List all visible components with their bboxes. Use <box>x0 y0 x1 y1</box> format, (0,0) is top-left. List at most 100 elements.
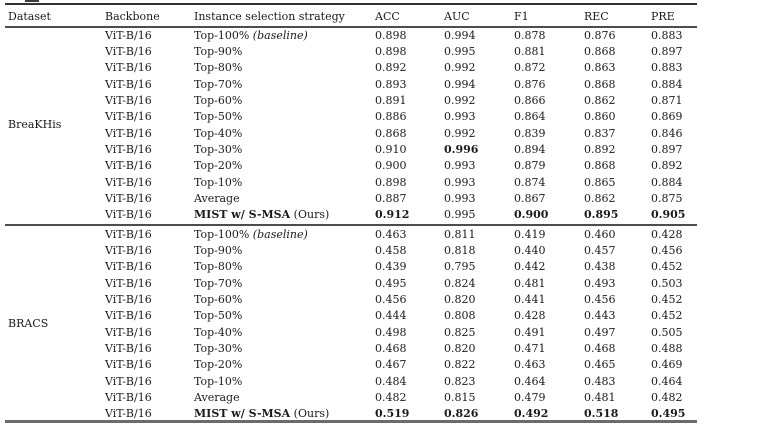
cell-metric: 0.481 <box>584 390 616 404</box>
cell-metric: 0.875 <box>651 191 683 205</box>
cell-metric: 0.483 <box>584 374 616 388</box>
table-row: ViT-B/16 Top-50% 0.444 0.808 0.428 0.443 0.452 <box>6 308 698 324</box>
table-row: ViT-B/16 Top-70% 0.495 0.824 0.481 0.493 0.503 <box>6 275 698 291</box>
cell-strategy: Top-60% <box>194 93 243 107</box>
cell-metric: 0.488 <box>651 341 683 355</box>
cell-metric: 0.878 <box>514 28 546 42</box>
table-row: ViT-B/16 Top-20% 0.467 0.822 0.463 0.465 0.469 <box>6 357 698 373</box>
cell-metric: 0.457 <box>584 243 616 257</box>
cell-metric: 0.820 <box>444 292 476 306</box>
cell-metric: 0.441 <box>514 292 546 306</box>
table-row: ViT-B/16 Top-50% 0.886 0.993 0.864 0.860 0.869 <box>6 109 698 125</box>
cell-metric: 0.519 <box>375 407 410 421</box>
table-row: ViT-B/16 Average 0.887 0.993 0.867 0.862 0.875 <box>6 190 698 206</box>
cell-metric: 0.518 <box>584 407 619 421</box>
cell-backbone: ViT-B/16 <box>105 227 152 241</box>
cell-backbone: ViT-B/16 <box>105 126 152 140</box>
table-section-rule <box>5 224 697 226</box>
cell-strategy: Top-90% <box>194 44 243 58</box>
cell-metric: 0.491 <box>514 325 546 339</box>
table-row: ViT-B/16 Top-80% 0.439 0.795 0.442 0.438 0.452 <box>6 259 698 275</box>
cell-metric: 0.442 <box>514 260 546 274</box>
cell-strategy: Top-20% <box>194 159 243 173</box>
cell-metric: 0.884 <box>651 77 683 91</box>
table-row: ViT-B/16 Top-60% 0.891 0.992 0.866 0.862 0.871 <box>6 92 698 108</box>
cell-metric: 0.795 <box>444 260 476 274</box>
table-row: ViT-B/16 Top-80% 0.892 0.992 0.872 0.863 0.883 <box>6 60 698 76</box>
table-row: ViT-B/16 Top-10% 0.898 0.993 0.874 0.865 0.884 <box>6 174 698 190</box>
cell-metric: 0.868 <box>584 44 616 58</box>
cell-metric: 0.910 <box>375 142 407 156</box>
cell-metric: 0.874 <box>514 175 546 189</box>
column-header-auc: AUC <box>444 9 470 23</box>
cell-metric: 0.820 <box>444 341 476 355</box>
cell-backbone: ViT-B/16 <box>105 309 152 323</box>
cell-backbone: ViT-B/16 <box>105 358 152 372</box>
cell-strategy: Top-50% <box>194 309 243 323</box>
cell-metric: 0.887 <box>375 191 407 205</box>
column-header-backbone: Backbone <box>105 9 160 23</box>
cell-metric: 0.439 <box>375 260 407 274</box>
cell-backbone: ViT-B/16 <box>105 28 152 42</box>
table-row: ViT-B/16 Top-40% 0.868 0.992 0.839 0.837 0.846 <box>6 125 698 141</box>
table-row: ViT-B/16 Top-40% 0.498 0.825 0.491 0.497 0.505 <box>6 324 698 340</box>
column-header-rec: REC <box>584 9 609 23</box>
cell-metric: 0.866 <box>514 93 546 107</box>
cell-metric: 0.419 <box>514 227 546 241</box>
cell-backbone: ViT-B/16 <box>105 77 152 91</box>
cell-metric: 0.860 <box>584 110 616 124</box>
cell-metric: 0.995 <box>444 44 476 58</box>
cell-metric: 0.503 <box>651 276 683 290</box>
cell-metric: 0.992 <box>444 61 476 75</box>
cell-strategy: Top-10% <box>194 175 243 189</box>
cell-metric: 0.992 <box>444 126 476 140</box>
header-row: Dataset Backbone Instance selection stra… <box>6 5 698 27</box>
table-header: Dataset Backbone Instance selection stra… <box>6 5 698 27</box>
dataset-label: BreaKHis <box>8 118 62 132</box>
cell-metric: 0.893 <box>375 77 407 91</box>
cell-strategy: Top-40% <box>194 325 243 339</box>
cell-metric: 0.823 <box>444 374 476 388</box>
table-row: ViT-B/16 Top-90% 0.898 0.995 0.881 0.868 0.897 <box>6 43 698 59</box>
cell-metric: 0.868 <box>584 77 616 91</box>
table-row: ViT-B/16 Top-10% 0.484 0.823 0.464 0.483 0.464 <box>6 373 698 389</box>
cell-metric: 0.495 <box>651 407 686 421</box>
cell-metric: 0.868 <box>375 126 407 140</box>
column-header-pre: PRE <box>651 9 675 23</box>
cell-metric: 0.482 <box>651 390 683 404</box>
cell-strategy: Top-30% <box>194 341 243 355</box>
cell-metric: 0.484 <box>375 374 407 388</box>
cell-strategy: Top-80% <box>194 260 243 274</box>
cell-metric: 0.479 <box>514 390 546 404</box>
cell-metric: 0.825 <box>444 325 476 339</box>
cell-metric: 0.456 <box>584 292 616 306</box>
cell-metric: 0.846 <box>651 126 683 140</box>
cell-strategy: MIST w/ S-MSA (Ours) <box>194 407 330 421</box>
cell-strategy: Top-20% <box>194 358 243 372</box>
section-breakhis: BreaKHis ViT-B/16 Top-100% (baseline) 0.898… <box>6 27 698 223</box>
cell-metric: 0.869 <box>651 110 683 124</box>
cell-metric: 0.452 <box>651 260 683 274</box>
cell-strategy: Top-30% <box>194 142 243 156</box>
cell-metric: 0.871 <box>651 93 683 107</box>
cell-metric: 0.452 <box>651 309 683 323</box>
cell-metric: 0.898 <box>375 44 407 58</box>
cell-metric: 0.886 <box>375 110 407 124</box>
cell-metric: 0.837 <box>584 126 616 140</box>
cell-backbone: ViT-B/16 <box>105 175 152 189</box>
cell-metric: 0.879 <box>514 159 546 173</box>
cell-backbone: ViT-B/16 <box>105 142 152 156</box>
cell-metric: 0.897 <box>651 44 683 58</box>
cell-metric: 0.898 <box>375 175 407 189</box>
cell-metric: 0.464 <box>514 374 546 388</box>
cell-strategy: Average <box>194 191 240 205</box>
cell-metric: 0.440 <box>514 243 546 257</box>
cell-metric: 0.505 <box>651 325 683 339</box>
cell-metric: 0.994 <box>444 28 476 42</box>
cell-metric: 0.818 <box>444 243 476 257</box>
cell-metric: 0.883 <box>651 28 683 42</box>
cell-backbone: ViT-B/16 <box>105 61 152 75</box>
cell-backbone: ViT-B/16 <box>105 260 152 274</box>
cell-metric: 0.808 <box>444 309 476 323</box>
table-header-rule <box>5 26 697 28</box>
